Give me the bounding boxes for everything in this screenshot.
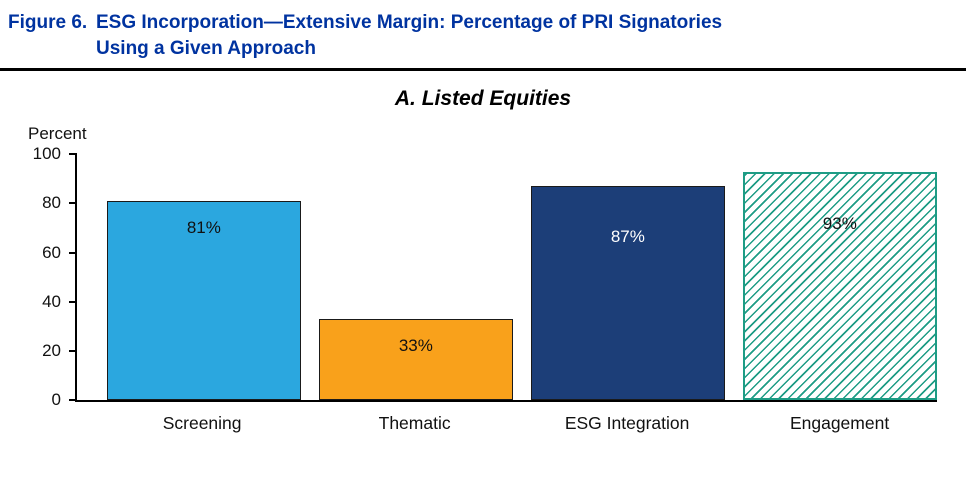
y-tick-label: 40: [42, 291, 61, 311]
x-axis-labels: Screening Thematic ESG Integration Engageme…: [75, 402, 937, 440]
y-tick-mark: [69, 300, 77, 303]
x-category-label: Thematic: [378, 413, 451, 434]
bar-screening: 81%: [107, 201, 301, 401]
figure-title-line2: Using a Given Approach: [96, 37, 316, 59]
y-tick-label: 60: [42, 242, 61, 262]
y-tick-mark: [69, 251, 77, 254]
x-category-label: ESG Integration: [564, 413, 690, 434]
figure-header: Figure 6. ESG Incorporation—Extensive Ma…: [0, 0, 966, 61]
x-category-label: Screening: [162, 413, 242, 434]
x-category-label: Engagement: [789, 413, 890, 434]
header-rule: [0, 68, 966, 72]
bar-value-label: 81%: [186, 218, 221, 238]
y-tick-label: 20: [42, 341, 61, 361]
bar-thematic: 33%: [319, 319, 513, 401]
figure-title-line1: ESG Incorporation—Extensive Margin: Perc…: [96, 12, 723, 33]
figure-title: ESG Incorporation—Extensive Margin: Perc…: [96, 10, 722, 61]
y-tick-label: 80: [42, 193, 61, 213]
y-axis-label: Percent: [28, 124, 87, 144]
y-tick-mark: [69, 153, 77, 156]
y-tick-mark: [69, 350, 77, 353]
bar-engagement: 93%: [743, 171, 937, 401]
y-tick-mark: [69, 202, 77, 205]
figure-label: Figure 6.: [8, 12, 88, 33]
bar-esg-integration: 87%: [531, 186, 725, 401]
panel-title: A. Listed Equities: [394, 87, 572, 111]
bar-value-label: 87%: [610, 227, 645, 247]
y-tick-mark: [69, 399, 77, 402]
y-tick-label: 0: [51, 390, 61, 410]
bar-value-label: 33%: [398, 336, 433, 356]
y-tick-label: 100: [32, 144, 61, 164]
bar-value-label: 93%: [822, 213, 857, 233]
plot-area: 0 20 40 60 80 100 81% 33% 87% 93%: [33, 144, 937, 409]
